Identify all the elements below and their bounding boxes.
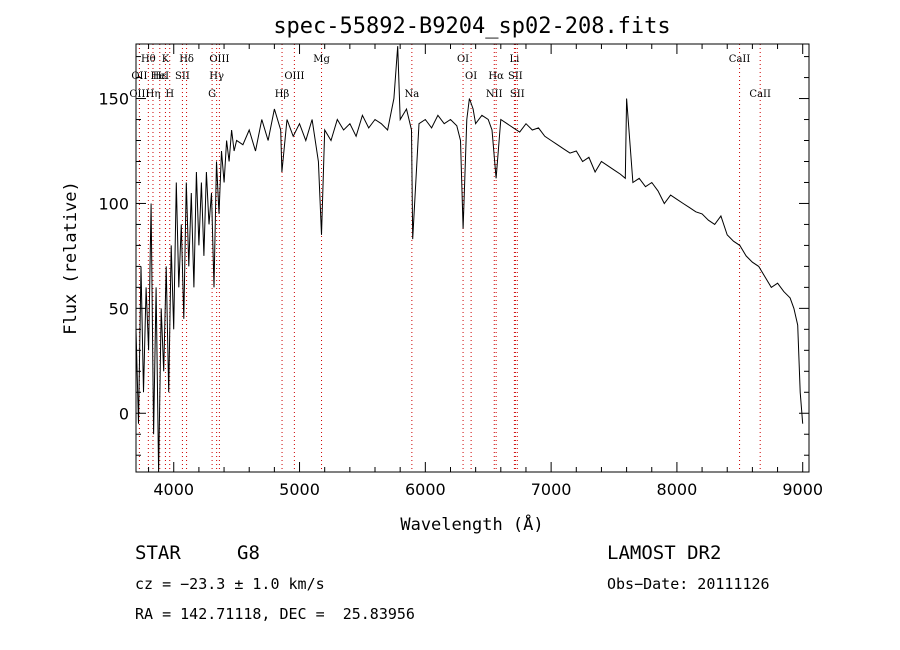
line-marker-label: Hη <box>146 89 161 100</box>
y-tick-label: 100 <box>98 194 129 213</box>
observation-date: Obs−Date: 20111126 <box>607 575 770 593</box>
line-marker-label: OIII <box>284 71 304 82</box>
line-marker-label: Hδ <box>179 54 194 65</box>
spectral-subclass: G8 <box>237 542 260 564</box>
x-axis-label: Wavelength (Å) <box>400 513 543 535</box>
line-marker-label: NII <box>486 89 503 100</box>
line-marker-label: Na <box>405 89 420 100</box>
line-marker-label: Li <box>509 54 519 65</box>
x-tick-label: 5000 <box>279 480 320 499</box>
line-marker-label: Hγ <box>209 71 224 82</box>
line-marker-label: SII <box>510 89 525 100</box>
x-tick-label: 6000 <box>405 480 446 499</box>
redshift-velocity: cz = −23.3 ± 1.0 km/s <box>135 575 325 593</box>
line-marker-label: H <box>165 89 174 100</box>
x-tick-label: 7000 <box>531 480 572 499</box>
line-marker-lines <box>138 44 761 472</box>
spectrum-series-line <box>135 46 804 473</box>
line-marker-label: OIII <box>209 54 229 65</box>
y-tick-label: 0 <box>119 404 129 423</box>
line-marker-label: G <box>208 89 216 100</box>
x-tick-label: 8000 <box>657 480 698 499</box>
plot-frame <box>135 43 810 473</box>
x-tick-label: 4000 <box>153 480 194 499</box>
y-tick-label: 150 <box>98 90 129 109</box>
y-tick-label: 50 <box>109 299 129 318</box>
coordinates: RA = 142.71118, DEC = 25.83956 <box>135 605 415 623</box>
line-marker-label: HeI <box>150 71 169 82</box>
line-marker-label: CaII <box>729 54 751 65</box>
line-marker-label: SII <box>175 71 190 82</box>
line-marker-label: Hα <box>488 71 504 82</box>
object-type: STAR <box>135 542 181 564</box>
line-marker-label: CaII <box>749 89 771 100</box>
line-marker-label: OIII <box>129 89 149 100</box>
line-marker-label: K <box>162 54 170 65</box>
survey-label: LAMOST DR2 <box>607 542 722 564</box>
line-marker-label: Mg <box>313 54 330 65</box>
line-marker-label: OII <box>131 71 147 82</box>
line-marker-label: SII <box>508 71 523 82</box>
line-marker-label: Hθ <box>141 54 156 65</box>
line-marker-label: OI <box>465 71 477 82</box>
line-marker-label: OI <box>457 54 469 65</box>
x-tick-label: 9000 <box>782 480 823 499</box>
y-axis: 0 50 100 150 <box>98 56 809 456</box>
line-marker-label: Hε <box>153 71 167 82</box>
y-axis-label: Flux (relative) <box>61 181 81 335</box>
line-marker-label: Hβ <box>275 89 290 100</box>
chart-title: spec-55892-B9204_sp02-208.fits <box>273 14 670 39</box>
x-axis: 4000 5000 6000 7000 8000 9000 <box>148 44 823 499</box>
